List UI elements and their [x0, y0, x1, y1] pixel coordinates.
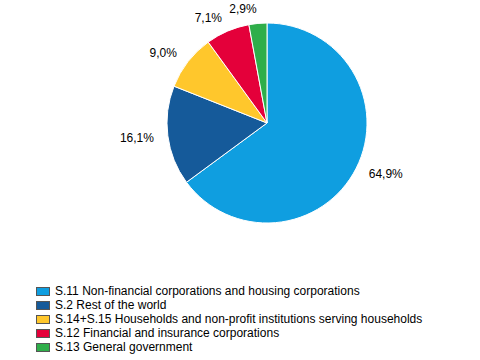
- html-text:S.11 Non-financial corporation: S.11 Non-financial corporations and hous…: [55, 284, 360, 298]
- html-text:S.2 Rest of the world: S.2 Rest of the world: [55, 298, 167, 312]
- html-text:S.12 Financial and insurance c: S.12 Financial and insurance corporation…: [55, 326, 280, 340]
- svg-text:7,1%: 7,1%: [195, 11, 223, 25]
- html-text:S.13 General government: S.13 General government: [55, 340, 193, 354]
- svg-text:2,9%: 2,9%: [229, 2, 257, 16]
- svg-text:16,1%: 16,1%: [120, 131, 154, 145]
- html-text:S.14+S.15 Households and non-p: S.14+S.15 Households and non-profit inst…: [55, 312, 423, 326]
- svg-text:9,0%: 9,0%: [150, 46, 178, 60]
- svg-text:64,9%: 64,9%: [369, 167, 403, 181]
